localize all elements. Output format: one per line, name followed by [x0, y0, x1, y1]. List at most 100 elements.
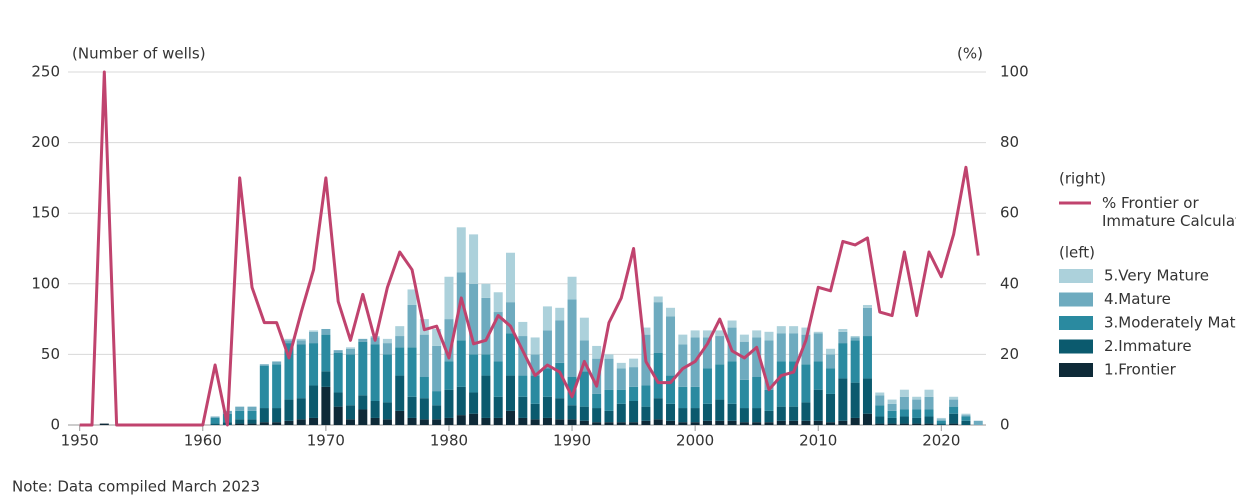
bar-segment — [456, 386, 466, 416]
bar-segment — [407, 304, 417, 348]
legend-label: 3.Moderately Mature — [1104, 314, 1236, 332]
bar-segment — [284, 399, 294, 421]
legend-label: 2.Immature — [1104, 337, 1192, 355]
bar-segment — [321, 371, 331, 387]
bar-segment — [887, 399, 897, 404]
bar-segment — [752, 422, 762, 425]
bar-segment — [924, 396, 934, 410]
y-tick-label: 100 — [31, 274, 60, 292]
bar-segment — [506, 333, 516, 376]
bar-segment — [530, 375, 540, 404]
y2-tick-label: 100 — [1000, 63, 1029, 81]
legend-swatch — [1059, 269, 1093, 283]
x-tick-label: 1960 — [184, 432, 222, 450]
bar-segment — [678, 386, 688, 409]
bar-segment — [296, 340, 306, 345]
x-tick-label: 1970 — [307, 432, 345, 450]
bar-segment — [789, 406, 799, 421]
bar-segment — [592, 408, 602, 423]
bar-segment — [395, 410, 405, 425]
y2-tick-label: 60 — [1000, 204, 1019, 222]
bar-segment — [702, 420, 712, 425]
bar-segment — [296, 419, 306, 425]
bar-segment — [481, 283, 491, 298]
note: Note: Data compiled March 2023 — [12, 478, 260, 496]
bar-segment — [936, 419, 946, 421]
bar-segment — [481, 297, 491, 355]
bar-segment — [629, 422, 639, 425]
bar-segment — [666, 420, 676, 425]
bar-segment — [259, 365, 269, 409]
bar-segment — [875, 423, 885, 425]
bar-segment — [407, 396, 417, 418]
bar-segment — [776, 420, 786, 425]
bar-segment — [444, 319, 454, 362]
bar-segment — [469, 283, 479, 355]
legend-swatch — [1059, 339, 1093, 354]
bar-segment — [567, 419, 577, 425]
bar-segment — [838, 420, 848, 425]
bar-segment — [456, 227, 466, 273]
bar-segment — [924, 409, 934, 417]
bar-segment — [862, 304, 872, 308]
bar-segment — [272, 422, 282, 425]
bar-segment — [333, 406, 343, 425]
bar-segment — [382, 343, 392, 355]
bar-segment — [789, 420, 799, 425]
bar-segment — [961, 415, 971, 417]
y-tick-label: 200 — [31, 133, 60, 151]
y-tick-label: 150 — [31, 204, 60, 222]
bar-segment — [530, 403, 540, 420]
bar-segment — [813, 420, 823, 425]
bar-segment — [284, 338, 294, 341]
bar-segment — [678, 344, 688, 387]
bar-segment — [395, 375, 405, 411]
bar-segment — [826, 348, 836, 355]
legend-swatch — [1059, 292, 1093, 307]
left-axis-label: (Number of wells) — [72, 45, 206, 63]
bar-segment — [506, 252, 516, 303]
bar-segment — [949, 423, 959, 425]
bar-segment — [715, 330, 725, 337]
bar-segment — [641, 420, 651, 425]
bar-segment — [272, 361, 282, 365]
bar-segment — [899, 396, 909, 410]
y-tick-label: 0 — [50, 416, 60, 434]
bar-segment — [727, 403, 737, 421]
bar-segment — [518, 375, 528, 397]
bar-segment — [235, 406, 245, 411]
bar-segment — [752, 337, 762, 377]
bar-segment — [776, 333, 786, 362]
bar-segment — [850, 337, 860, 341]
bar-segment — [604, 410, 614, 423]
bar-segment — [776, 326, 786, 334]
bar-segment — [382, 338, 392, 344]
bar-segment — [887, 423, 897, 425]
bar-segment — [727, 320, 737, 328]
bar-segment — [345, 348, 355, 355]
bar-segment — [493, 312, 503, 362]
bar-segment — [309, 330, 319, 332]
bar-segment — [961, 413, 971, 416]
bar-segment — [518, 417, 528, 425]
bar-segment — [653, 419, 663, 425]
bar-segment — [604, 422, 614, 425]
bar-segment — [616, 368, 626, 390]
bar-segment — [456, 272, 466, 341]
bar-segment — [493, 361, 503, 397]
bar-segment — [382, 402, 392, 420]
bar-segment — [912, 423, 922, 425]
x-tick-label: 2010 — [799, 432, 837, 450]
bar-segment — [850, 336, 860, 338]
bar-segment — [826, 368, 836, 394]
bar-segment — [924, 416, 934, 424]
bar-segment — [579, 420, 589, 425]
bar-segment — [444, 389, 454, 418]
bar-segment — [739, 334, 749, 342]
bar-segment — [518, 336, 528, 376]
bar-segment — [616, 403, 626, 423]
bar-segment — [789, 361, 799, 407]
bar-segment — [862, 413, 872, 425]
legend-left-title: (left) — [1059, 244, 1095, 262]
bar-segment — [912, 396, 922, 400]
